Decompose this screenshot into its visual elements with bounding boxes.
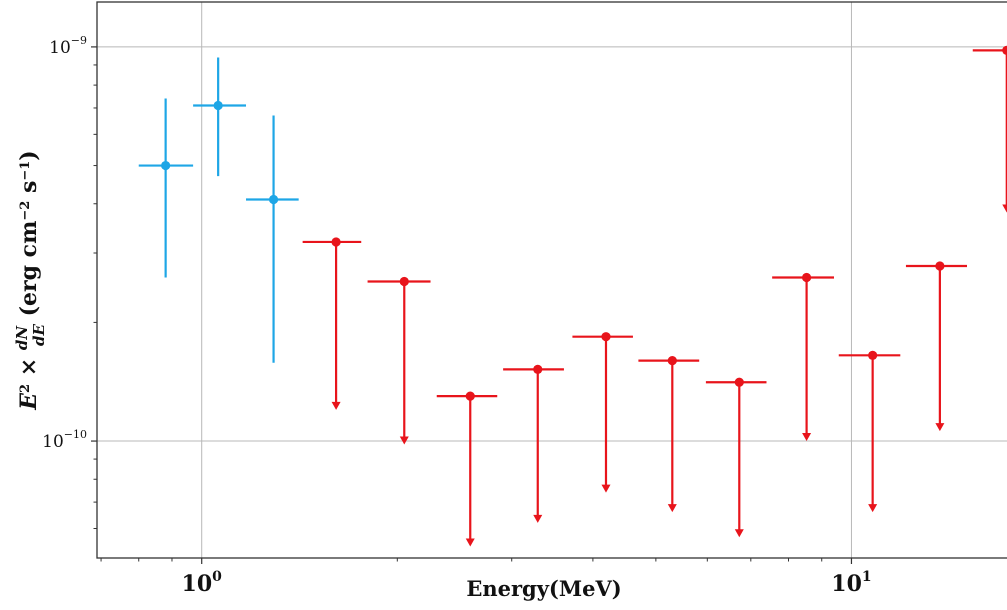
- upper-limit-arrowhead: [399, 436, 409, 445]
- y-axis-label-text: E2 × dNdE (erg cm−2 s−1): [13, 150, 48, 410]
- upper-limit-point: [667, 356, 677, 366]
- y-tick-base: 10: [49, 38, 71, 58]
- data-point: [161, 160, 171, 171]
- x-tick-base: 10: [182, 571, 213, 597]
- y-tick-base: 10: [42, 432, 64, 452]
- data-point: [268, 194, 279, 205]
- upper-limit-arrowhead: [1002, 204, 1007, 213]
- plot-frame: [96, 1, 1007, 559]
- upper-limit-point: [734, 377, 744, 387]
- upper-limit-point: [868, 350, 878, 360]
- upper-limit-point: [533, 364, 543, 374]
- upper-limit-arrowhead: [465, 538, 475, 547]
- upper-limit-point: [935, 261, 945, 271]
- x-tick-exponent: 1: [862, 569, 872, 585]
- y-tick-label: 10−10: [42, 428, 87, 452]
- upper-limit-point: [601, 332, 611, 342]
- upper-limit-arrowhead: [331, 401, 341, 410]
- upper-limit-point: [399, 276, 409, 287]
- upper-limit-series: [302, 45, 1007, 547]
- y-axis-label: E2 × dNdE (erg cm−2 s−1): [13, 150, 48, 410]
- y-tick-exponent: −9: [71, 34, 87, 47]
- x-tick-exponent: 0: [212, 569, 222, 585]
- upper-limit-arrowhead: [802, 433, 812, 442]
- upper-limit-arrowhead: [868, 504, 878, 513]
- upper-limit-arrowhead: [533, 514, 543, 523]
- y-tick-exponent: −10: [64, 428, 87, 441]
- upper-limit-point: [1002, 45, 1007, 55]
- x-tick-label: 100: [182, 569, 223, 597]
- upper-limit-arrowhead: [667, 504, 677, 513]
- grid-lines: [97, 2, 1007, 558]
- upper-limit-point: [465, 391, 475, 401]
- upper-limit-point: [801, 272, 812, 283]
- x-tick-base: 10: [831, 571, 862, 597]
- upper-limit-point: [331, 237, 341, 247]
- x-tick-label: 101: [831, 569, 871, 597]
- y-tick-label: 10−9: [49, 34, 87, 58]
- upper-limit-arrowhead: [935, 423, 945, 432]
- data-series: [138, 45, 1007, 547]
- upper-limit-arrowhead: [601, 484, 611, 493]
- data-point: [213, 100, 223, 111]
- detection-series: [138, 57, 299, 363]
- upper-limit-arrowhead: [734, 529, 744, 538]
- x-axis-label: Energy(MeV): [466, 576, 621, 601]
